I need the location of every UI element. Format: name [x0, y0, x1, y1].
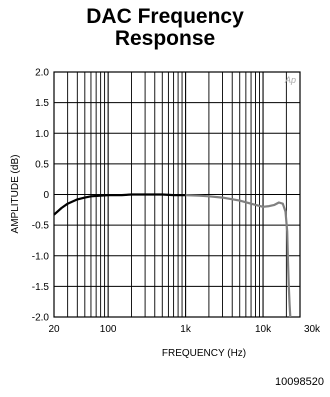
ap-watermark: Ap — [284, 75, 296, 85]
series-layer — [53, 193, 292, 318]
y-tick-label: -1.0 — [32, 251, 50, 262]
y-axis-label: AMPLITUDE (dB) — [10, 155, 21, 234]
chart-title: DAC Frequency Response — [0, 6, 330, 50]
y-tick-label: 2.0 — [35, 68, 49, 79]
x-tick-labels: 20 100 1k 10k 30k — [48, 324, 321, 335]
x-axis-label: FREQUENCY (Hz) — [162, 348, 246, 359]
chart-title-line-1: DAC Frequency — [86, 5, 244, 28]
y-tick-label: -2.0 — [32, 313, 50, 324]
chart-title-line-2: Response — [114, 27, 216, 50]
series-line-2 — [185, 194, 292, 318]
y-tick-label: 1.5 — [35, 98, 49, 109]
y-tick-label: -1.5 — [32, 282, 50, 293]
x-tick-label: 20 — [48, 324, 60, 335]
x-tick-label: 1k — [180, 324, 192, 335]
y-tick-labels: 2.0 1.5 1.0 0.5 0 -0.5 -1.0 -1.5 -2.0 — [32, 68, 50, 324]
y-tick-label: 0.5 — [35, 159, 49, 170]
x-tick-label: 100 — [100, 324, 117, 335]
plot-frame — [53, 71, 301, 318]
series-line-1 — [53, 193, 186, 216]
y-tick-label: -0.5 — [32, 221, 50, 232]
y-tick-label: 1.0 — [35, 129, 49, 140]
y-tick-label: 0 — [43, 190, 49, 201]
figure-code: 10098520 — [275, 376, 324, 388]
x-tick-label: 30k — [304, 324, 321, 335]
x-tick-label: 10k — [255, 324, 272, 335]
